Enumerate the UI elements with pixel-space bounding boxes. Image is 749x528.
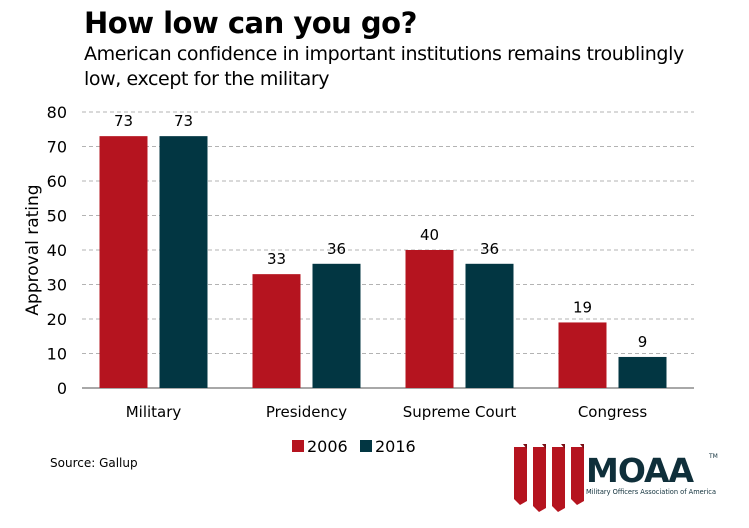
logo-stripe-fold bbox=[580, 444, 584, 449]
moaa-logo: MOAA TM Military Officers Association of A… bbox=[514, 444, 718, 512]
x-tick-label: Congress bbox=[578, 403, 648, 421]
data-label: 73 bbox=[174, 112, 193, 130]
bars bbox=[99, 136, 667, 388]
data-label: 33 bbox=[267, 250, 286, 268]
logo-stripe bbox=[514, 447, 527, 505]
bar-2016-congress bbox=[618, 356, 667, 388]
logo-wordmark: MOAA bbox=[586, 451, 695, 490]
logo-stripe bbox=[552, 447, 565, 512]
chart-title: How low can you go? bbox=[84, 6, 417, 40]
data-label: 40 bbox=[420, 226, 439, 244]
legend-swatch-2016 bbox=[360, 440, 372, 452]
legend-label-2006: 2006 bbox=[307, 437, 348, 456]
logo-trademark: TM bbox=[708, 453, 718, 460]
legend-label-2016: 2016 bbox=[375, 437, 416, 456]
chart-subtitle: American confidence in important institu… bbox=[84, 43, 684, 90]
bar-2006-congress bbox=[558, 322, 607, 388]
y-tick-label: 0 bbox=[57, 379, 67, 398]
y-tick-label: 40 bbox=[47, 241, 67, 260]
logo-stripe bbox=[533, 447, 546, 512]
y-tick-label: 50 bbox=[47, 207, 67, 226]
legend: 2006 2016 bbox=[292, 437, 416, 456]
source-note: Source: Gallup bbox=[50, 456, 138, 470]
x-tick-labels: Military Presidency Supreme Court Congress bbox=[126, 403, 648, 421]
data-label: 9 bbox=[638, 333, 648, 351]
y-tick-label: 20 bbox=[47, 310, 67, 329]
y-tick-labels: 0 10 20 30 40 50 60 70 80 bbox=[47, 103, 67, 398]
data-labels: 73 73 33 36 40 36 19 9 bbox=[114, 112, 647, 351]
y-tick-label: 60 bbox=[47, 172, 67, 191]
bar-2016-military bbox=[159, 136, 208, 388]
logo-stripe-fold bbox=[523, 444, 527, 449]
y-tick-label: 70 bbox=[47, 138, 67, 157]
bar-2006-military bbox=[99, 136, 148, 388]
data-label: 36 bbox=[480, 240, 499, 258]
y-tick-label: 10 bbox=[47, 345, 67, 364]
logo-stripe bbox=[571, 447, 584, 505]
logo-stripe-fold bbox=[542, 444, 546, 449]
bar-2016-supreme-court bbox=[465, 263, 514, 388]
y-tick-label: 30 bbox=[47, 276, 67, 295]
legend-swatch-2006 bbox=[292, 440, 304, 452]
bar-2016-presidency bbox=[312, 263, 361, 388]
data-label: 73 bbox=[114, 112, 133, 130]
bar-2006-presidency bbox=[252, 274, 301, 388]
y-tick-label: 80 bbox=[47, 103, 67, 122]
bar-2006-supreme-court bbox=[405, 250, 454, 388]
x-tick-label: Supreme Court bbox=[403, 403, 517, 421]
y-axis-label: Approval rating bbox=[23, 184, 43, 315]
data-label: 19 bbox=[573, 298, 592, 316]
logo-stripe-fold bbox=[561, 444, 565, 449]
x-tick-label: Presidency bbox=[266, 403, 347, 421]
logo-tagline: Military Officers Association of America bbox=[586, 488, 716, 496]
data-label: 36 bbox=[327, 240, 346, 258]
x-tick-label: Military bbox=[126, 403, 182, 421]
